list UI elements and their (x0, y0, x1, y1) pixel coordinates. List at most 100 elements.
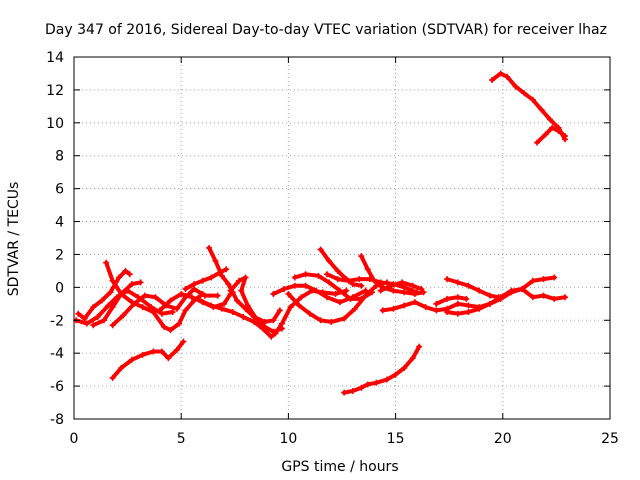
data-point (388, 282, 395, 289)
data-point (218, 272, 225, 279)
data-point (107, 289, 114, 296)
data-point (306, 310, 313, 317)
data-point (98, 297, 105, 304)
data-point (358, 282, 365, 289)
data-point (476, 305, 483, 312)
data-point (268, 333, 275, 340)
data-point (341, 315, 348, 322)
data-point (285, 290, 292, 297)
y-axis-label: SDTVAR / TECUs (6, 182, 22, 297)
data-point (270, 317, 277, 324)
data-point (212, 258, 219, 265)
data-point (561, 294, 568, 301)
data-point (199, 277, 206, 284)
data-point (486, 300, 493, 307)
data-point (128, 281, 135, 288)
data-point (433, 307, 440, 314)
series-arc-1 (76, 268, 132, 321)
data-point (521, 90, 528, 97)
chart-title: Day 347 of 2016, Sidereal Day-to-day VTE… (45, 22, 607, 38)
data-point (418, 286, 425, 293)
data-point (236, 277, 243, 284)
data-point (101, 317, 108, 324)
data-point (377, 287, 384, 294)
data-point (167, 327, 174, 334)
data-point (158, 348, 165, 355)
data-point (411, 299, 418, 306)
data-point (336, 287, 343, 294)
data-point (188, 294, 195, 301)
data-point (208, 302, 215, 309)
data-point (401, 302, 408, 309)
data-point (486, 292, 493, 299)
data-point (399, 279, 406, 286)
data-point (120, 312, 127, 319)
data-point (373, 379, 380, 386)
data-point (169, 309, 176, 316)
data-point (328, 318, 335, 325)
data-point (323, 271, 330, 278)
data-point (512, 83, 519, 90)
y-tick-label: 6 (55, 182, 64, 198)
data-point (529, 294, 536, 301)
x-tick-label: 25 (601, 431, 619, 447)
y-tick-label: -6 (50, 379, 64, 395)
data-point (540, 276, 547, 283)
data-point (551, 274, 558, 281)
data-point (287, 304, 294, 311)
data-point (313, 287, 320, 294)
data-point (323, 294, 330, 301)
data-point (334, 276, 341, 283)
data-point (358, 384, 365, 391)
series-arc-22 (490, 71, 567, 142)
series-arc-4 (104, 260, 205, 333)
data-point (201, 292, 208, 299)
data-point (197, 297, 204, 304)
data-point (261, 323, 268, 330)
data-point (270, 328, 277, 335)
data-point (278, 325, 285, 332)
data-point (392, 371, 399, 378)
data-point (364, 381, 371, 388)
data-point (178, 290, 185, 297)
data-point (218, 305, 225, 312)
data-series (73, 70, 568, 396)
data-point (345, 277, 352, 284)
data-point (227, 287, 234, 294)
data-point (118, 364, 125, 371)
data-point (454, 310, 461, 317)
x-axis-label: GPS time / hours (281, 459, 398, 475)
data-point (317, 317, 324, 324)
y-tick-label: 12 (46, 83, 64, 99)
data-point (281, 286, 288, 293)
data-point (347, 295, 354, 302)
data-point (103, 259, 110, 266)
data-point (158, 310, 165, 317)
y-tick-label: 4 (55, 215, 64, 231)
y-tick-label: -8 (50, 412, 64, 428)
x-tick-label: 0 (70, 431, 79, 447)
x-tick-label: 10 (279, 431, 297, 447)
data-point (364, 266, 371, 273)
data-point (109, 277, 116, 284)
data-point (555, 128, 562, 135)
data-point (131, 300, 138, 307)
data-point (540, 292, 547, 299)
series-arc-25 (342, 344, 422, 395)
data-point (94, 313, 101, 320)
data-point (182, 307, 189, 314)
data-point (242, 274, 249, 281)
data-point (214, 292, 221, 299)
data-point (83, 320, 90, 327)
data-point (409, 282, 416, 289)
data-point (476, 287, 483, 294)
data-point (165, 355, 172, 362)
data-point (529, 96, 536, 103)
data-point (411, 290, 418, 297)
data-point (75, 310, 82, 317)
data-point (463, 295, 470, 302)
data-point (128, 356, 135, 363)
data-point (116, 274, 123, 281)
data-point (276, 307, 283, 314)
